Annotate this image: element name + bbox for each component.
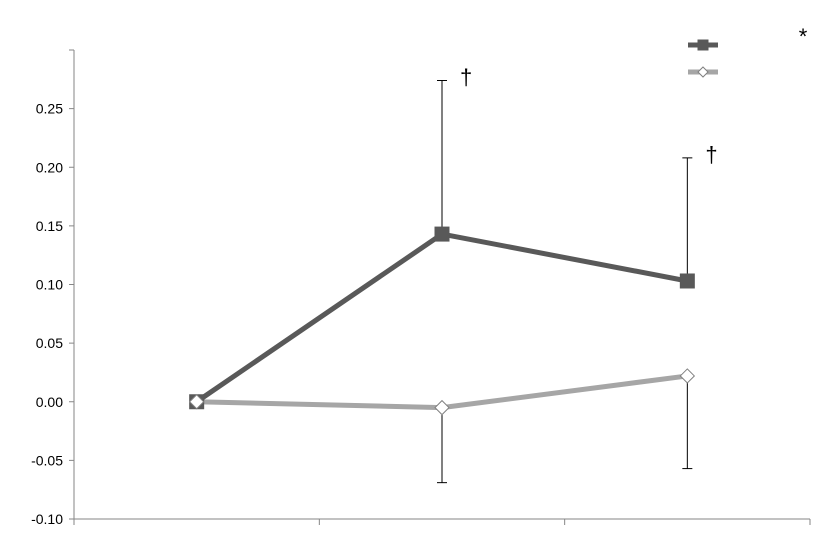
diamond-marker: [697, 66, 709, 78]
series-line: [195, 231, 688, 404]
significance-dagger: †: [460, 64, 472, 89]
error-bars: [437, 79, 693, 484]
diamond-marker: [188, 394, 205, 410]
square-marker: [679, 273, 695, 289]
y-tick-label: -0.10: [31, 511, 63, 527]
y-tick-label: -0.05: [31, 452, 63, 468]
legend: [688, 39, 718, 78]
significance-dagger: †: [705, 142, 717, 167]
y-tick-label: 0.00: [36, 394, 63, 410]
y-tick-label: 0.10: [36, 277, 63, 293]
significance-asterisk: *: [799, 24, 808, 49]
annotations: † † *: [460, 24, 808, 167]
diamond-marker: [679, 368, 696, 384]
y-tick-label: 0.05: [36, 335, 63, 351]
y-tick-label: 0.25: [36, 101, 63, 117]
diamond-marker: [434, 399, 450, 416]
series-lines: [195, 231, 688, 411]
y-tick-label: 0.20: [36, 159, 63, 175]
square-marker: [434, 226, 450, 242]
axes: -0.10 -0.05 0.00 0.05 0.10 0.15 0.20 0.25: [31, 49, 811, 527]
series-markers: [188, 226, 696, 416]
square-marker: [697, 39, 709, 51]
y-tick-label: 0.15: [36, 218, 63, 234]
